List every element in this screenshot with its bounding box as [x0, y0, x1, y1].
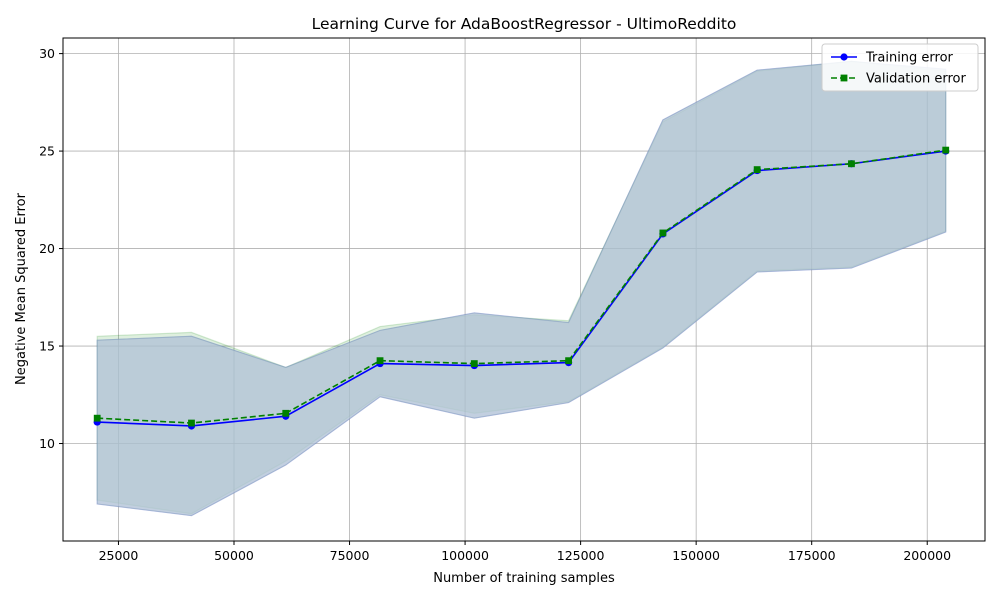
x-tick-label: 150000: [672, 548, 720, 563]
x-tick-label: 125000: [557, 548, 605, 563]
band-overlap: [96, 60, 947, 517]
validation-point: [376, 357, 384, 365]
chart-title: Learning Curve for AdaBoostRegressor - U…: [312, 15, 737, 33]
validation-point: [565, 357, 572, 365]
legend-validation-label: Validation error: [866, 72, 966, 87]
y-tick-label: 10: [39, 436, 55, 451]
validation-point: [659, 229, 667, 237]
validation-point: [753, 166, 761, 173]
plot-area: 25000 50000 75000 100000 125000 150000 175000 2…: [39, 37, 986, 563]
legend-box: [821, 43, 979, 92]
validation-line: [97, 149, 946, 424]
legend: Training error Validation error: [821, 43, 979, 92]
x-tick-label: 100000: [441, 548, 489, 563]
y-tick-label: 20: [39, 241, 55, 256]
x-tick-label: 175000: [788, 548, 836, 563]
validation-point: [282, 409, 290, 417]
x-tick-label: 200000: [903, 548, 951, 563]
validation-point: [470, 360, 478, 367]
y-axis-label: Negative Mean Squared Error: [14, 192, 29, 385]
y-tick-label: 25: [39, 144, 55, 159]
validation-point: [848, 160, 855, 168]
x-tick-label: 25000: [99, 548, 139, 563]
validation-point: [93, 414, 101, 422]
legend-training-marker: [840, 53, 848, 61]
validation-point: [942, 146, 950, 154]
validation-point: [188, 419, 195, 427]
x-tick-label: 75000: [330, 548, 370, 563]
axes-frame: [62, 37, 986, 542]
y-tick-label: 30: [39, 46, 55, 61]
x-axis-label: Number of training samples: [433, 571, 615, 586]
x-tick-label: 50000: [214, 548, 254, 563]
legend-training-label: Training error: [865, 51, 954, 66]
legend-validation-marker: [840, 74, 848, 82]
y-tick-label: 15: [39, 339, 55, 354]
